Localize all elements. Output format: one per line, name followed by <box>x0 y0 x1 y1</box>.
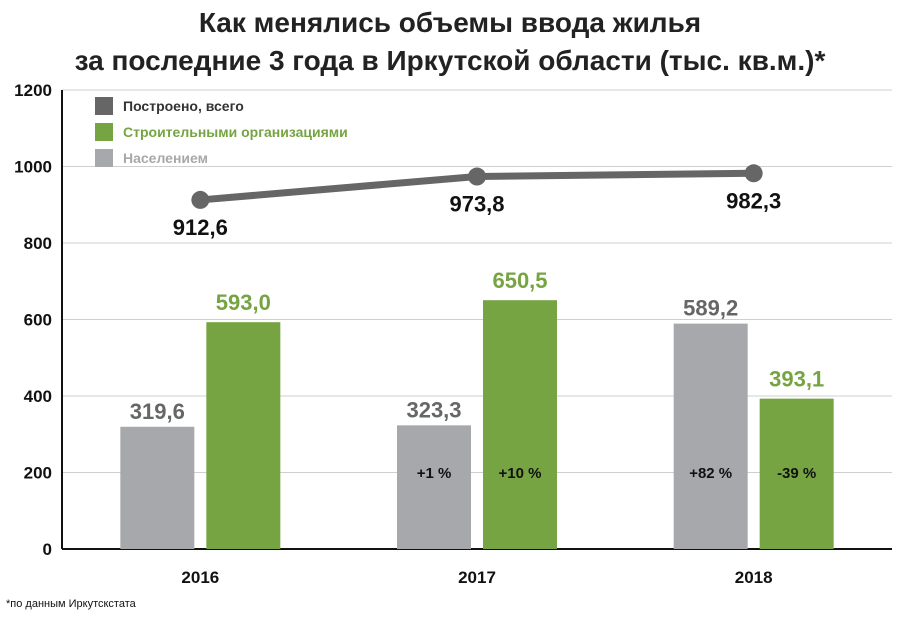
data-labels: 319,6 593,0 323,3 +1 % 650,5 +10 % 589,2 +82 % 3… <box>130 188 824 482</box>
total-point-2018 <box>744 164 763 183</box>
change-population-2017: +1 % <box>417 465 452 482</box>
y-axis-ticks: 0 200 400 600 800 1000 1200 <box>14 81 52 559</box>
chart-title-line-2: за последние 3 года в Иркутской области … <box>75 45 826 76</box>
label-total-2018: 982,3 <box>726 188 781 213</box>
y-tick-label-0: 0 <box>43 540 52 559</box>
label-population-2016: 319,6 <box>130 399 185 424</box>
label-total-2017: 973,8 <box>449 192 504 217</box>
change-organizations-2017: +10 % <box>499 465 542 482</box>
x-category-2017: 2017 <box>458 568 496 587</box>
change-organizations-2018: -39 % <box>777 465 816 482</box>
y-tick-label-400: 400 <box>24 387 52 406</box>
legend-swatch-organizations <box>95 123 113 141</box>
bar-population-2017 <box>397 425 471 549</box>
y-tick-label-800: 800 <box>24 234 52 253</box>
y-tick-label-1000: 1000 <box>14 158 52 177</box>
label-total-2016: 912,6 <box>173 215 228 240</box>
total-line-series <box>191 164 763 209</box>
bar-population-2018 <box>673 323 748 549</box>
y-tick-label-1200: 1200 <box>14 81 52 100</box>
bar-organizations-2018 <box>759 398 834 549</box>
legend: Построено, всего Строительными организаци… <box>95 97 348 167</box>
bar-organizations-2016 <box>206 322 281 549</box>
chart-title-line-1: Как менялись объемы ввода жилья <box>199 7 701 38</box>
label-organizations-2018: 393,1 <box>769 367 824 392</box>
change-population-2018: +82 % <box>689 465 732 482</box>
legend-label-total: Построено, всего <box>123 98 244 114</box>
y-tick-label-600: 600 <box>24 311 52 330</box>
label-organizations-2016: 593,0 <box>216 290 271 315</box>
chart-title: Как менялись объемы ввода жилья за послед… <box>75 7 826 76</box>
legend-swatch-population <box>95 149 113 167</box>
label-population-2017: 323,3 <box>406 397 461 422</box>
bars <box>120 300 834 549</box>
x-axis-categories: 2016 2017 2018 <box>181 568 772 587</box>
legend-label-population: Населением <box>123 150 208 166</box>
bar-population-2016 <box>120 426 195 549</box>
bar-organizations-2017 <box>483 300 557 549</box>
label-population-2018: 589,2 <box>683 296 738 321</box>
x-category-2016: 2016 <box>181 568 219 587</box>
total-point-2017 <box>468 167 486 186</box>
x-category-2018: 2018 <box>735 568 773 587</box>
legend-swatch-total <box>95 97 113 115</box>
legend-label-organizations: Строительными организациями <box>123 124 348 140</box>
label-organizations-2017: 650,5 <box>492 268 547 293</box>
gridlines <box>61 89 892 550</box>
y-tick-label-200: 200 <box>24 464 52 483</box>
total-point-2016 <box>191 190 210 209</box>
footnote: *по данным Иркутскстата <box>6 598 137 610</box>
